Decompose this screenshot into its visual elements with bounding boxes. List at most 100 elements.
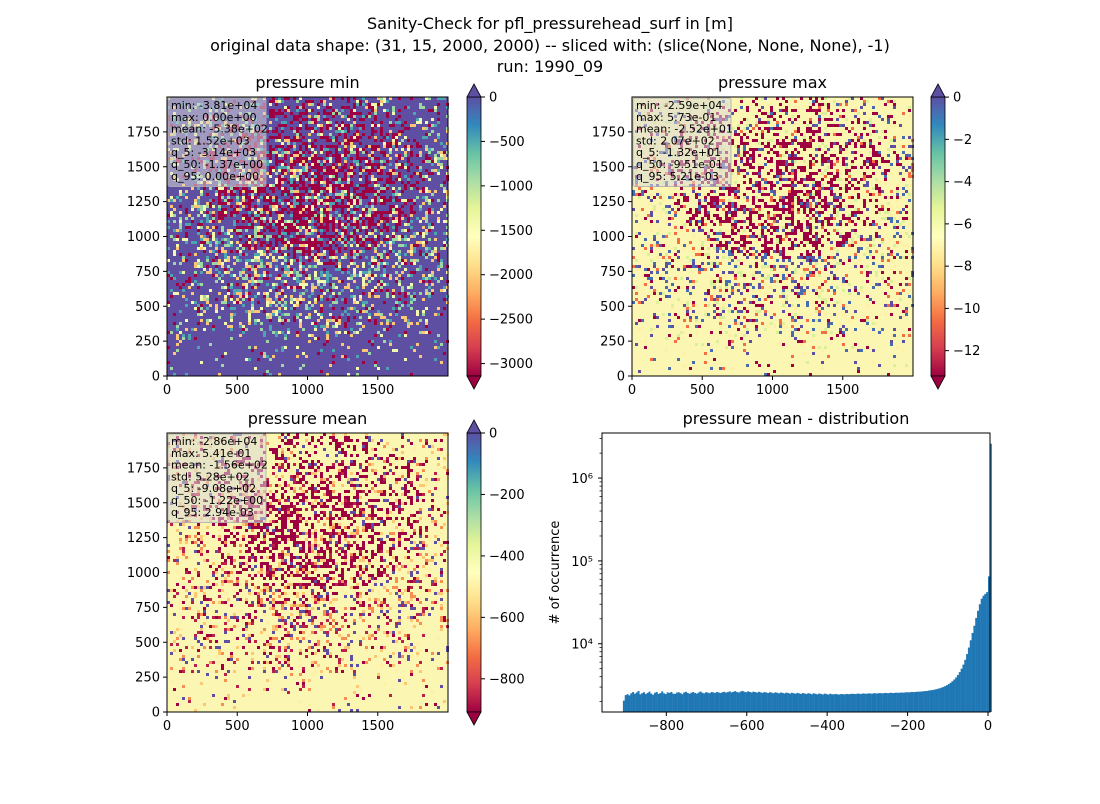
heatmap-cell <box>290 235 293 238</box>
heatmap-cell <box>233 292 236 295</box>
heatmap-cell <box>440 313 443 316</box>
heatmap-cell <box>296 109 299 112</box>
heatmap-cell <box>344 130 347 133</box>
heatmap-cell <box>731 223 734 226</box>
heatmap-cell <box>407 157 410 160</box>
heatmap-cell <box>848 130 851 133</box>
heatmap-cell <box>215 280 218 283</box>
heatmap-cell <box>281 163 284 166</box>
heatmap-cell <box>842 109 845 112</box>
heatmap-cell <box>413 139 416 142</box>
heatmap-cell <box>203 295 206 298</box>
heatmap-cell <box>224 193 227 196</box>
heatmap-cell <box>746 220 749 223</box>
heatmap-cell <box>245 310 248 313</box>
heatmap-cell <box>854 109 857 112</box>
heatmap-cell <box>311 283 314 286</box>
heatmap-cell <box>275 163 278 166</box>
heatmap-cell <box>815 160 818 163</box>
heatmap-cell <box>869 142 872 145</box>
heatmap-cell <box>341 268 344 271</box>
heatmap-cell <box>749 148 752 151</box>
heatmap-cell <box>905 169 908 172</box>
heatmap-cell <box>395 277 398 280</box>
heatmap-cell <box>371 256 374 259</box>
heatmap-cell <box>731 217 734 220</box>
heatmap-cell <box>284 220 287 223</box>
heatmap-cell <box>749 157 752 160</box>
heatmap-cell <box>749 178 752 181</box>
heatmap-cell <box>407 145 410 148</box>
heatmap-cell <box>791 214 794 217</box>
heatmap-cell <box>179 220 182 223</box>
heatmap-cell <box>305 199 308 202</box>
heatmap-cell <box>728 193 731 196</box>
heatmap-cell <box>182 271 185 274</box>
heatmap-cell <box>326 187 329 190</box>
colorbar-body <box>467 97 481 376</box>
heatmap-cell <box>713 190 716 193</box>
heatmap-cell <box>407 238 410 241</box>
heatmap-cell <box>320 349 323 352</box>
heatmap-cell <box>350 145 353 148</box>
heatmap-cell <box>305 217 308 220</box>
heatmap-cell <box>398 178 401 181</box>
heatmap-cell <box>884 217 887 220</box>
heatmap-cell <box>731 214 734 217</box>
heatmap-cell <box>872 163 875 166</box>
heatmap-cell <box>695 211 698 214</box>
heatmap-cell <box>692 217 695 220</box>
heatmap-cell <box>425 250 428 253</box>
heatmap-cell <box>326 169 329 172</box>
heatmap-cell <box>347 202 350 205</box>
heatmap-cell <box>800 205 803 208</box>
heatmap-cell <box>314 322 317 325</box>
heatmap-cell <box>344 190 347 193</box>
heatmap-cell <box>296 334 299 337</box>
heatmap-cell <box>365 115 368 118</box>
heatmap-cell <box>779 181 782 184</box>
heatmap-cell <box>200 205 203 208</box>
heatmap-cell <box>314 190 317 193</box>
heatmap-cell <box>401 316 404 319</box>
heatmap-cell <box>371 178 374 181</box>
heatmap-cell <box>827 220 830 223</box>
heatmap-cell <box>383 166 386 169</box>
heatmap-cell <box>404 292 407 295</box>
heatmap-cell <box>767 193 770 196</box>
y-tick-label: 250 <box>135 335 160 350</box>
heatmap-cell <box>752 160 755 163</box>
heatmap-cell <box>344 229 347 232</box>
heatmap-cell <box>905 154 908 157</box>
heatmap-cell <box>770 160 773 163</box>
heatmap-cell <box>788 184 791 187</box>
heatmap-cell <box>353 331 356 334</box>
heatmap-cell <box>806 193 809 196</box>
heatmap-cell <box>839 145 842 148</box>
heatmap-cell <box>443 241 446 244</box>
heatmap-cell <box>380 133 383 136</box>
heatmap-cell <box>266 256 269 259</box>
heatmap-cell <box>296 238 299 241</box>
heatmap-cell <box>380 202 383 205</box>
heatmap-cell <box>407 181 410 184</box>
heatmap-cell <box>293 175 296 178</box>
heatmap-cell <box>251 310 254 313</box>
heatmap-cell <box>290 139 293 142</box>
heatmap-cell <box>890 205 893 208</box>
heatmap-cell <box>764 220 767 223</box>
heatmap-cell <box>293 259 296 262</box>
heatmap-cell <box>827 148 830 151</box>
heatmap-cell <box>767 211 770 214</box>
heatmap-cell <box>296 139 299 142</box>
heatmap-cell <box>296 130 299 133</box>
heatmap-cell <box>254 247 257 250</box>
heatmap-cell <box>752 196 755 199</box>
heatmap-cell <box>302 157 305 160</box>
heatmap-cell <box>770 157 773 160</box>
heatmap-cell <box>431 109 434 112</box>
heatmap-cell <box>872 148 875 151</box>
heatmap-cell <box>305 214 308 217</box>
heatmap-cell <box>878 181 881 184</box>
heatmap-cell <box>224 187 227 190</box>
